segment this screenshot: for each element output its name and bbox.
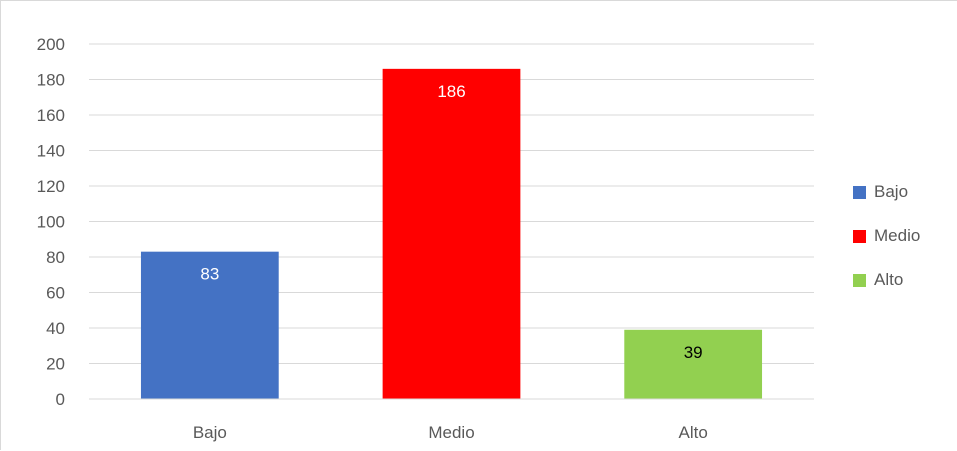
- legend-swatch-medio: [853, 229, 866, 243]
- y-tick-label: 120: [37, 177, 65, 196]
- data-label-medio: 186: [437, 82, 465, 101]
- legend-label-bajo: Bajo: [874, 182, 909, 201]
- y-tick-label: 180: [37, 71, 65, 90]
- y-tick-label: 100: [37, 213, 65, 232]
- y-tick-label: 20: [46, 355, 65, 374]
- legend-item-bajo: Bajo: [853, 181, 953, 203]
- y-tick-label: 80: [46, 248, 65, 267]
- y-tick-label: 40: [46, 319, 65, 338]
- y-tick-label: 0: [56, 390, 65, 409]
- x-tick-label-alto: Alto: [679, 423, 708, 442]
- legend-item-medio: Medio: [853, 225, 953, 247]
- data-label-bajo: 83: [200, 265, 219, 284]
- x-axis-labels: Bajo Medio Alto: [193, 423, 708, 442]
- bar-medio: [382, 68, 521, 399]
- x-tick-label-bajo: Bajo: [193, 423, 227, 442]
- bars: 83 186 39: [140, 68, 763, 399]
- y-tick-label: 160: [37, 106, 65, 125]
- y-tick-label: 140: [37, 142, 65, 161]
- bar-alto: [624, 329, 763, 399]
- legend-label-medio: Medio: [874, 226, 921, 245]
- x-tick-label-medio: Medio: [428, 423, 474, 442]
- y-axis-ticks: 0 20 40 60 80 100 120 140 160 180 200: [37, 35, 65, 409]
- legend-swatch-alto: [853, 273, 866, 287]
- bar-bajo: [140, 251, 279, 399]
- legend: Bajo Medio Alto: [853, 181, 953, 313]
- y-tick-label: 60: [46, 284, 65, 303]
- y-tick-label: 200: [37, 35, 65, 54]
- legend-swatch-bajo: [853, 185, 866, 199]
- legend-item-alto: Alto: [853, 269, 953, 291]
- data-label-alto: 39: [684, 343, 703, 362]
- legend-label-alto: Alto: [874, 270, 904, 289]
